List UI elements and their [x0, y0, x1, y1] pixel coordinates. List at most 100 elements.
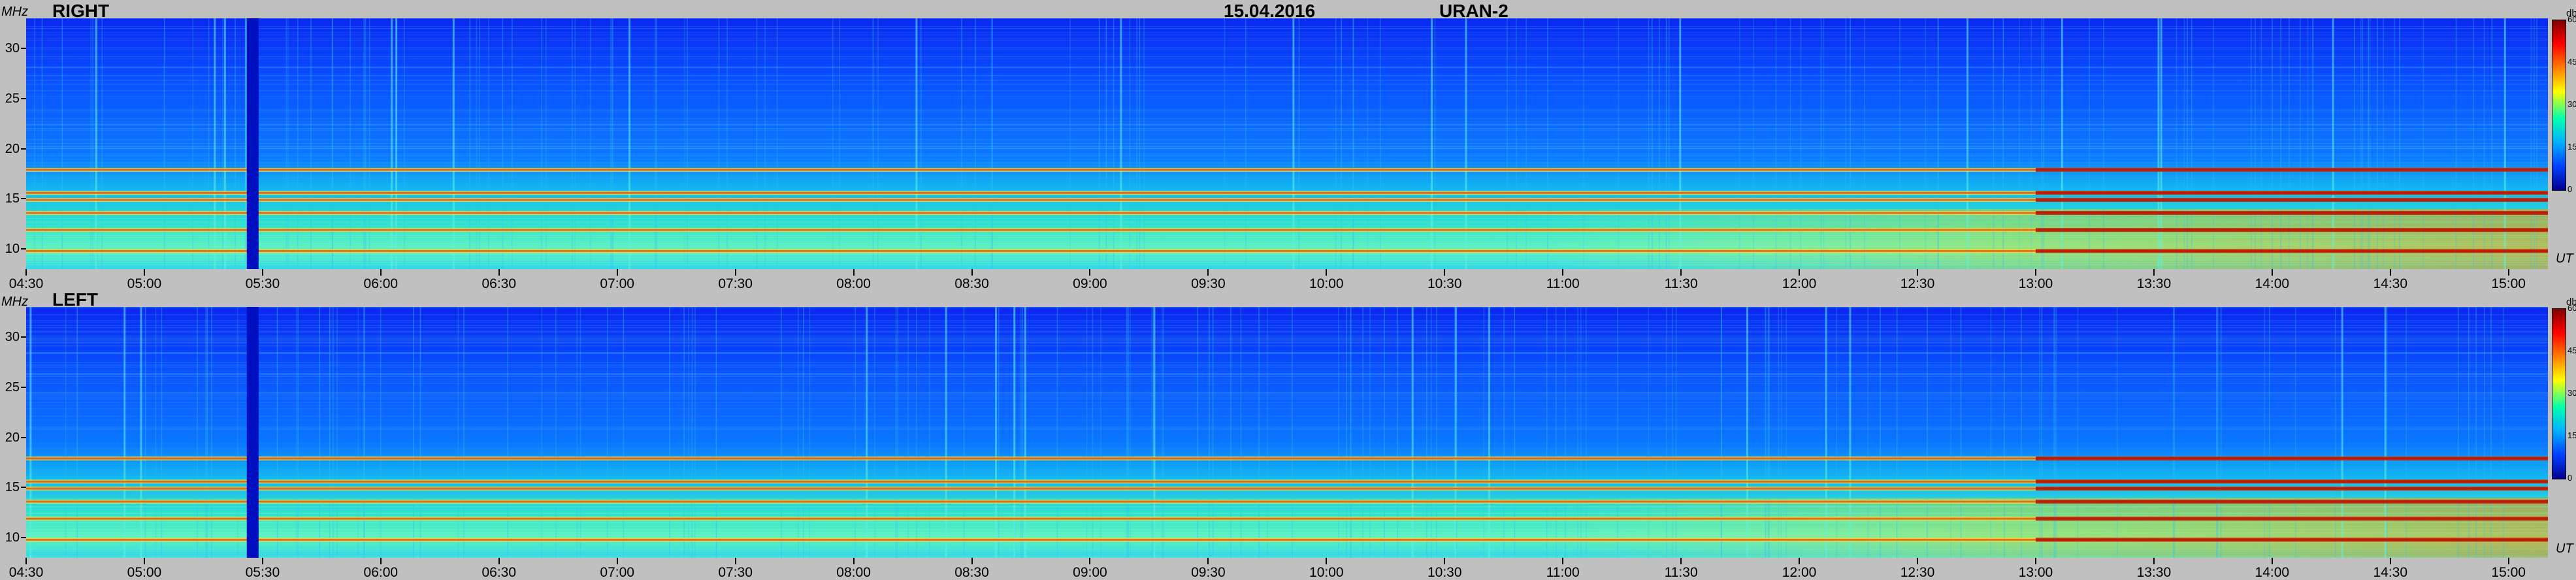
x-tick-label: 09:00 — [1073, 565, 1107, 580]
y-tick-label: 30 — [5, 330, 20, 345]
x-tick-label: 12:00 — [1782, 565, 1817, 580]
x-tick-label: 11:30 — [1664, 276, 1698, 291]
x-tick-label: 10:30 — [1427, 565, 1462, 580]
x-tick-label: 13:30 — [2136, 276, 2172, 291]
panel-title: RIGHT — [52, 1, 110, 21]
x-tick-mark — [734, 558, 736, 564]
x-tick-mark — [25, 558, 27, 564]
interference-band — [26, 499, 2548, 504]
x-tick-mark — [1562, 269, 1564, 276]
x-tick-label: 14:00 — [2255, 276, 2290, 291]
x-tick-label: 06:00 — [363, 276, 399, 291]
broadband-bursts — [34, 18, 2537, 269]
x-tick-label: 05:00 — [127, 276, 162, 291]
y-tick-mark — [21, 487, 26, 489]
x-tick-mark — [261, 269, 263, 276]
colorbar-tick-label: 15 — [2568, 430, 2576, 440]
y-tick-label: 25 — [5, 91, 20, 106]
late-day-noise-region — [26, 497, 2548, 558]
x-tick-mark — [2271, 269, 2273, 276]
colorbar-unit: db — [2566, 8, 2576, 19]
x-tick-label: 07:00 — [600, 276, 634, 291]
x-tick-mark — [616, 269, 618, 276]
x-tick-label: 10:00 — [1309, 565, 1344, 580]
x-axis-unit: UT — [2556, 251, 2573, 266]
x-tick-label: 11:00 — [1546, 565, 1580, 580]
x-tick-mark — [2034, 269, 2036, 276]
x-tick-mark — [616, 558, 618, 564]
x-tick-mark — [1089, 558, 1091, 564]
x-tick-mark — [2389, 269, 2391, 276]
colorbar-tick-label: 15 — [2568, 142, 2576, 152]
x-tick-label: 09:00 — [1073, 276, 1107, 291]
x-tick-label: 11:30 — [1664, 565, 1698, 580]
x-tick-label: 14:00 — [2255, 565, 2290, 580]
y-tick-label: 20 — [5, 430, 20, 445]
x-tick-label: 14:30 — [2373, 276, 2408, 291]
x-tick-mark — [1680, 269, 1682, 276]
x-tick-label: 05:00 — [127, 565, 162, 580]
x-tick-mark — [971, 558, 973, 564]
x-tick-label: 13:00 — [2018, 565, 2053, 580]
x-tick-mark — [498, 558, 500, 564]
x-tick-label: 13:30 — [2136, 565, 2172, 580]
interference-band — [26, 198, 2548, 202]
colorbar — [2552, 20, 2566, 191]
spectrogram-plot — [26, 307, 2548, 558]
interference-band — [26, 167, 2548, 172]
y-tick-label: 15 — [5, 191, 20, 206]
broadband-bursts — [29, 307, 2504, 558]
figure-instrument: URAN-2 — [1439, 1, 1508, 21]
x-tick-label: 09:30 — [1191, 565, 1226, 580]
x-tick-mark — [2507, 558, 2509, 564]
interference-band — [26, 487, 2548, 491]
x-tick-mark — [380, 269, 382, 276]
y-tick-label: 30 — [5, 41, 20, 56]
x-tick-mark — [1326, 558, 1328, 564]
colorbar-tick-label: 0 — [2568, 184, 2573, 194]
interference-band — [26, 456, 2548, 460]
x-tick-mark — [1326, 269, 1328, 276]
x-tick-label: 07:30 — [718, 276, 753, 291]
x-tick-label: 08:00 — [836, 565, 871, 580]
x-tick-label: 06:00 — [363, 565, 399, 580]
interference-band — [26, 538, 2548, 542]
y-axis-unit: MHz — [1, 5, 29, 19]
y-tick-label: 20 — [5, 141, 20, 156]
figure-date: 15.04.2016 — [1224, 1, 1316, 21]
x-tick-label: 12:30 — [1900, 276, 1935, 291]
x-tick-label: 04:30 — [8, 565, 44, 580]
interference-band — [26, 479, 2548, 484]
x-tick-mark — [2034, 558, 2036, 564]
y-tick-mark — [21, 148, 26, 150]
x-tick-label: 15:00 — [2491, 565, 2526, 580]
x-tick-label: 06:30 — [481, 565, 517, 580]
x-tick-mark — [380, 558, 382, 564]
y-tick-mark — [21, 537, 26, 539]
interference-band — [26, 210, 2548, 215]
x-tick-label: 12:30 — [1900, 565, 1935, 580]
x-tick-mark — [971, 269, 973, 276]
x-tick-mark — [2153, 558, 2155, 564]
x-tick-label: 12:00 — [1782, 276, 1817, 291]
x-tick-label: 06:30 — [481, 276, 517, 291]
late-day-noise-region — [26, 208, 2548, 269]
x-tick-mark — [498, 269, 500, 276]
x-tick-label: 14:30 — [2373, 565, 2408, 580]
x-tick-mark — [1680, 558, 1682, 564]
x-tick-label: 10:00 — [1309, 276, 1344, 291]
x-tick-label: 05:30 — [245, 565, 280, 580]
x-tick-mark — [261, 558, 263, 564]
y-tick-mark — [21, 386, 26, 388]
x-tick-label: 10:30 — [1427, 276, 1462, 291]
x-tick-mark — [1917, 558, 1918, 564]
spectrogram-image — [26, 18, 2548, 269]
x-tick-mark — [853, 558, 855, 564]
y-tick-mark — [21, 198, 26, 200]
y-tick-label: 15 — [5, 480, 20, 495]
x-tick-label: 08:30 — [954, 565, 989, 580]
x-tick-label: 04:30 — [8, 276, 44, 291]
interference-band — [26, 191, 2548, 195]
x-tick-label: 13:00 — [2018, 276, 2053, 291]
colorbar-tick-label: 30 — [2568, 99, 2576, 109]
